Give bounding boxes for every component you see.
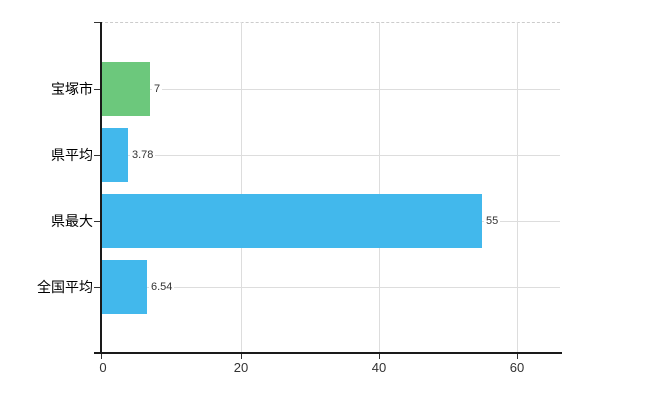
category-label: 全国平均	[37, 279, 93, 295]
bar-value-label: 3.78	[130, 148, 156, 162]
x-axis-tick	[517, 354, 518, 359]
x-tick-label: 60	[509, 360, 525, 375]
bar-value-label: 6.54	[149, 280, 175, 294]
bar	[102, 62, 150, 116]
gridline-horizontal	[102, 155, 560, 156]
gridline-horizontal	[102, 287, 560, 288]
x-axis-line	[94, 352, 562, 354]
y-axis-line	[100, 22, 102, 352]
y-axis-tick	[94, 89, 100, 90]
x-tick-label: 0	[99, 360, 107, 375]
bar-value-label: 55	[484, 214, 501, 228]
y-axis-tick	[94, 155, 100, 156]
gridline-horizontal	[102, 89, 560, 90]
x-tick-label: 20	[233, 360, 249, 375]
x-tick-label: 40	[371, 360, 387, 375]
category-label: 県平均	[51, 147, 93, 163]
plot-top-dashed-border	[100, 22, 560, 23]
y-axis-tick	[94, 221, 100, 222]
x-axis-tick	[241, 354, 242, 359]
bar-value-label: 7	[152, 82, 163, 96]
gridline-vertical	[379, 22, 380, 352]
category-label: 県最大	[51, 213, 93, 229]
x-axis-tick	[379, 354, 380, 359]
category-label: 宝塚市	[51, 81, 93, 97]
bar	[102, 128, 128, 182]
x-axis-tick	[101, 354, 102, 359]
bar	[102, 260, 147, 314]
gridline-vertical	[517, 22, 518, 352]
gridline-vertical	[241, 22, 242, 352]
bar	[102, 194, 482, 248]
y-axis-top-tick	[94, 22, 100, 23]
y-axis-tick	[94, 287, 100, 288]
